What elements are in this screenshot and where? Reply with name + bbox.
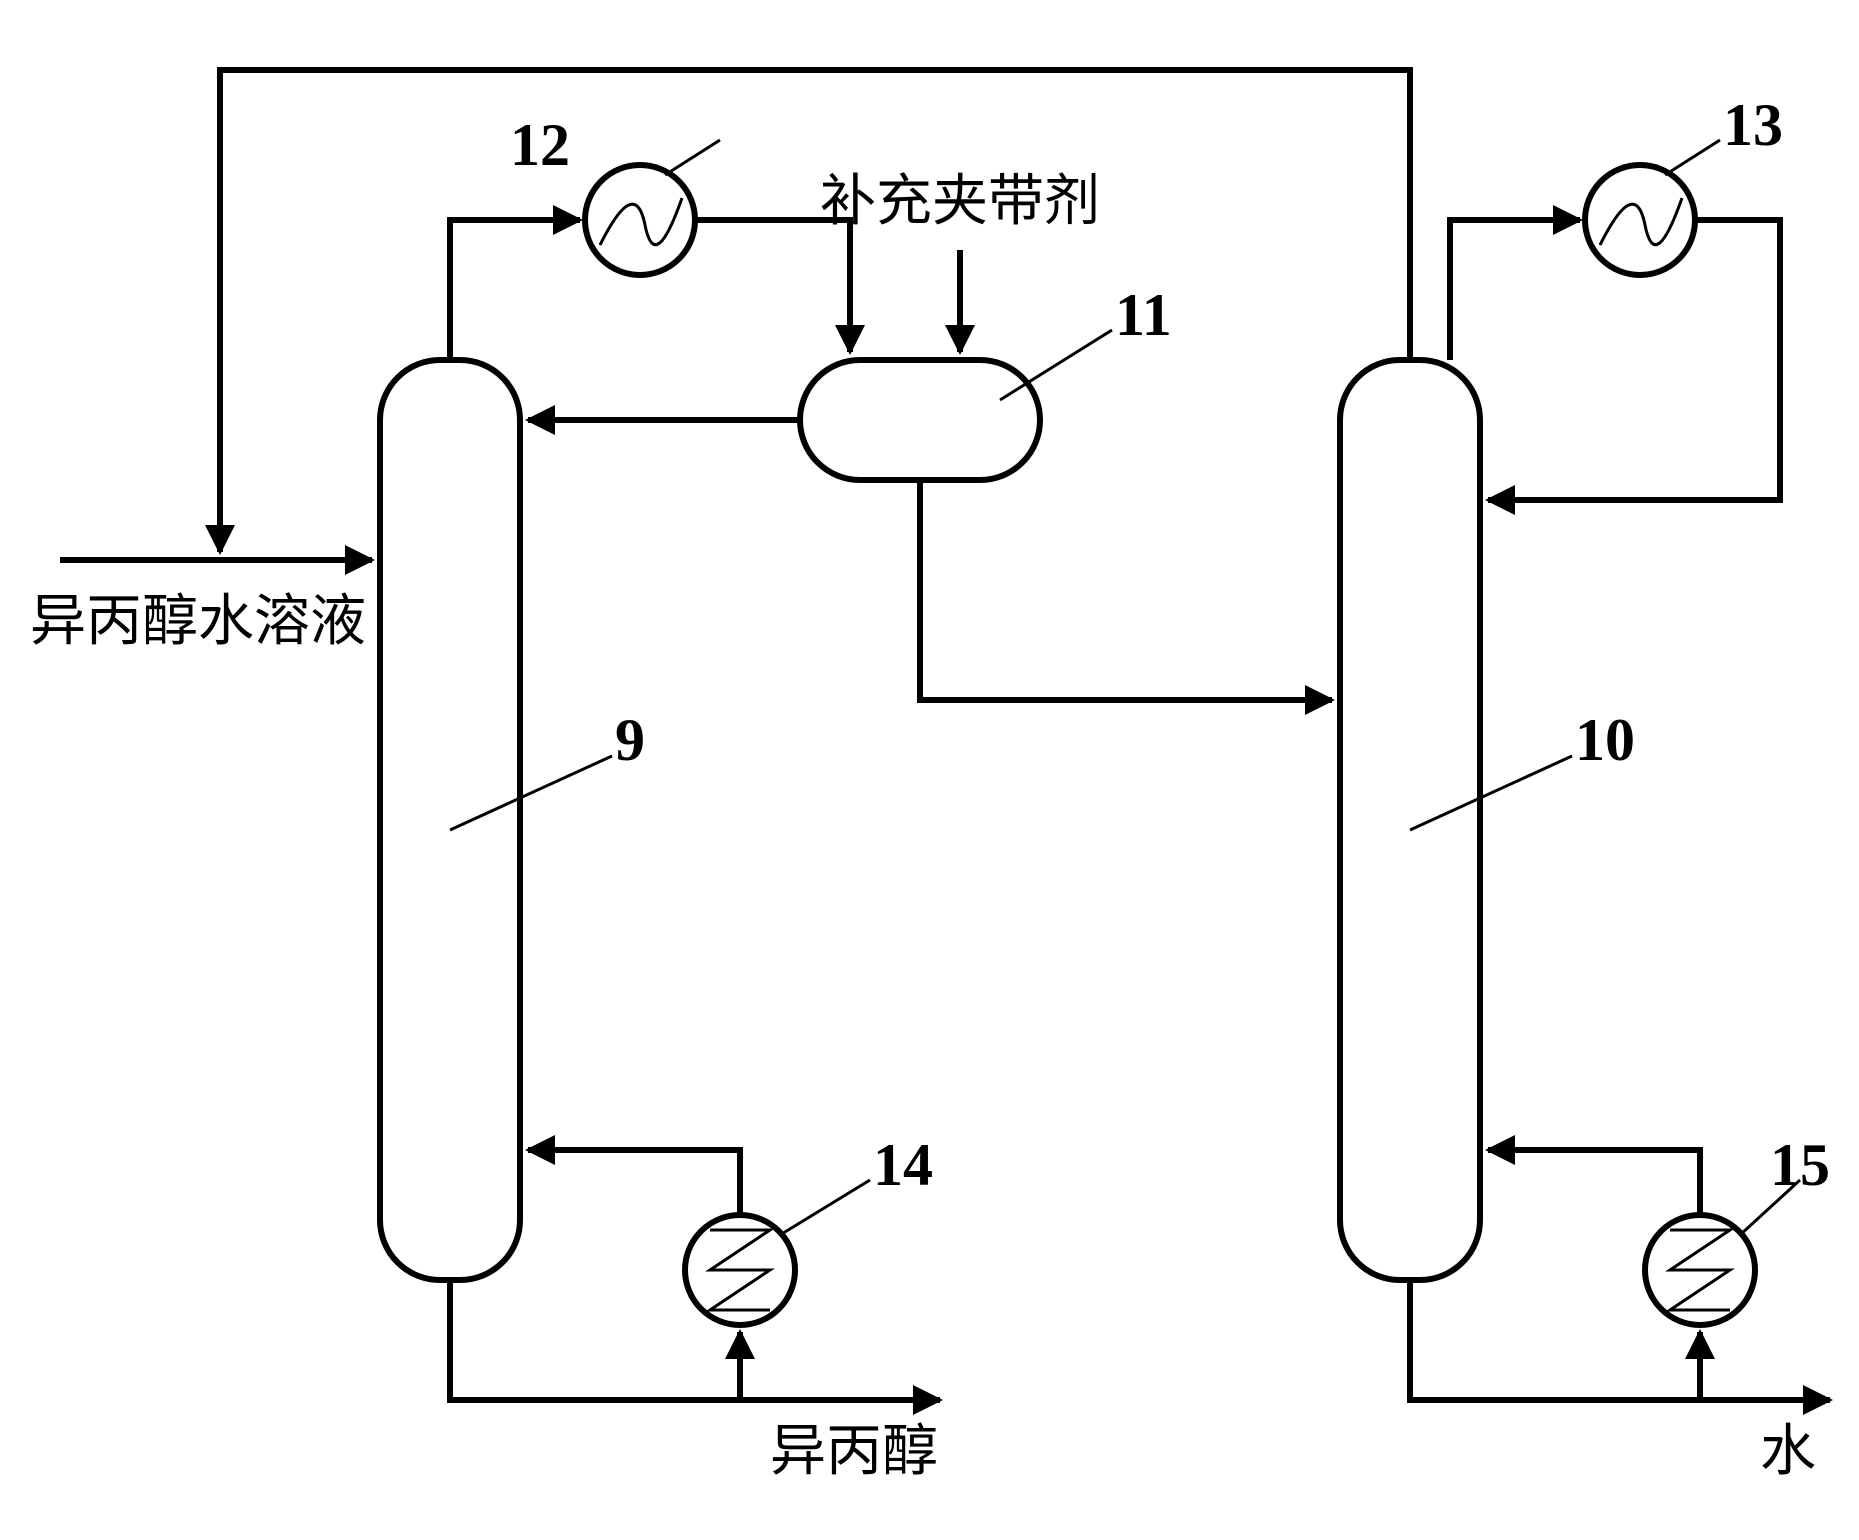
stream-ovhd-right-to-cond bbox=[1450, 220, 1580, 360]
decanter bbox=[800, 360, 1040, 480]
condenser-left bbox=[585, 165, 695, 275]
stream-reboiler-right-return bbox=[1488, 1150, 1700, 1215]
stream-cond-left-to-decanter bbox=[695, 220, 850, 352]
tag-10: 10 bbox=[1575, 707, 1635, 773]
label-product-ipa: 异丙醇 bbox=[770, 1421, 938, 1483]
process-diagram: 异丙醇水溶液 补充夹带剂 异丙醇 水 9 10 11 12 13 14 15 bbox=[0, 0, 1859, 1540]
stream-decanter-to-col-right bbox=[920, 480, 1332, 700]
column-left bbox=[380, 360, 520, 1280]
stream-reboiler-left-return bbox=[528, 1150, 740, 1215]
label-feed: 异丙醇水溶液 bbox=[30, 591, 366, 653]
tag-15: 15 bbox=[1770, 1132, 1830, 1198]
leader-13 bbox=[1665, 140, 1720, 175]
condenser-right bbox=[1585, 165, 1695, 275]
tag-13: 13 bbox=[1723, 92, 1783, 158]
reboiler-left bbox=[685, 1215, 795, 1325]
tag-14: 14 bbox=[873, 1132, 933, 1198]
column-right bbox=[1340, 360, 1480, 1280]
tag-11: 11 bbox=[1115, 282, 1172, 348]
leader-14 bbox=[780, 1180, 870, 1235]
reboiler-right bbox=[1645, 1215, 1755, 1325]
stream-ovhd-left-to-cond bbox=[450, 220, 580, 360]
tag-9: 9 bbox=[615, 707, 645, 773]
label-product-water: 水 bbox=[1760, 1421, 1816, 1483]
leader-11 bbox=[1000, 330, 1112, 400]
tag-12: 12 bbox=[510, 112, 570, 178]
label-entrainer: 补充夹带剂 bbox=[820, 171, 1100, 233]
leader-12 bbox=[665, 140, 720, 175]
